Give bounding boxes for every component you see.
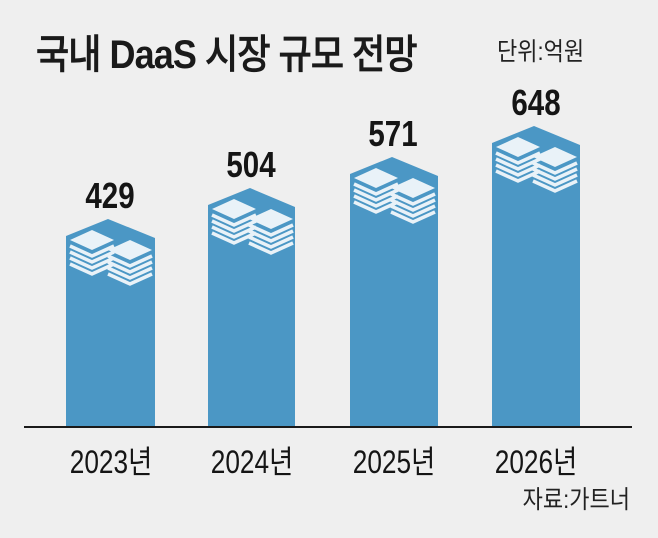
x-tick-2024: 2024년 xyxy=(210,444,294,480)
x-tick-2026: 2026년 xyxy=(494,444,578,480)
unit-label: 단위:억원 xyxy=(497,38,585,66)
bar-2024 xyxy=(208,188,295,427)
bar-2023 xyxy=(66,219,155,427)
value-label-2026: 648 xyxy=(511,82,561,123)
x-tick-2025: 2025년 xyxy=(352,444,436,480)
value-label-2024: 504 xyxy=(226,144,276,185)
bar-2026 xyxy=(492,126,580,427)
x-tick-2023: 2023년 xyxy=(69,444,153,480)
value-label-2023: 429 xyxy=(85,175,135,216)
chart-title: 국내 DaaS 시장 규모 전망 xyxy=(36,33,418,77)
value-label-2025: 571 xyxy=(368,113,418,154)
source-label: 자료:가트너 xyxy=(522,486,630,514)
bar-2025 xyxy=(350,157,438,427)
